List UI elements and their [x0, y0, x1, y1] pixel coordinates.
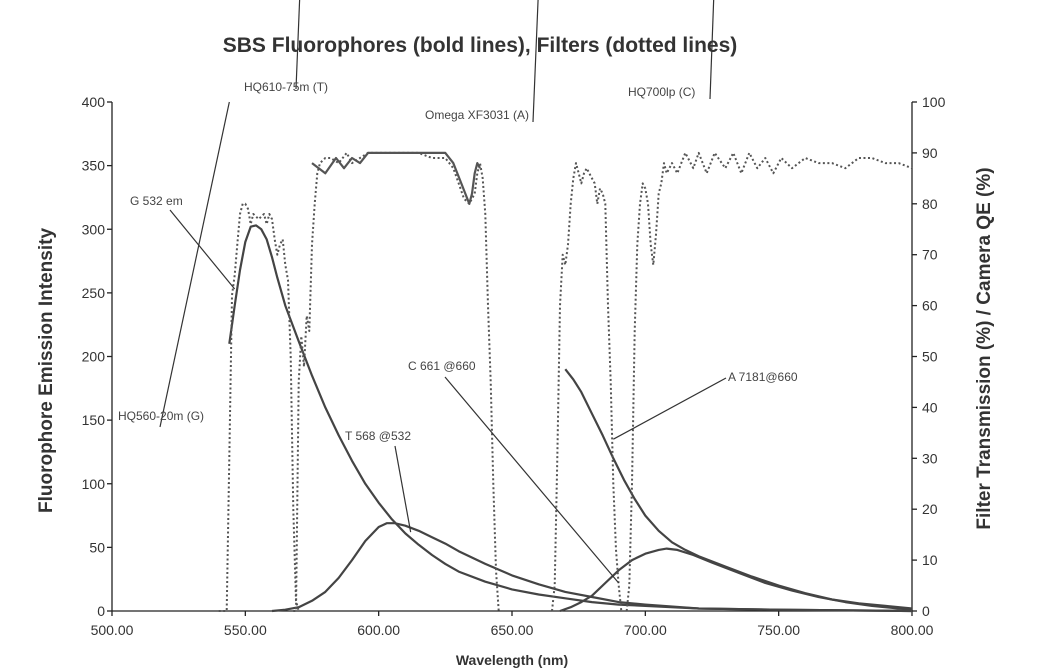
annotation-label: A 7181@660 [728, 370, 798, 384]
y2-tick-label: 100 [922, 94, 946, 110]
annotation-leader [532, 0, 539, 123]
axes [111, 102, 913, 612]
x-tick-label: 750.00 [757, 622, 800, 638]
y-tick-label: 250 [82, 285, 106, 301]
chart-title: SBS Fluorophores (bold lines), Filters (… [223, 34, 738, 57]
y-tick-label: 350 [82, 158, 106, 174]
y-tick-label: 200 [82, 349, 106, 365]
y2-tick-label: 10 [922, 552, 938, 568]
x-tick-label: 700.00 [624, 622, 667, 638]
y2-tick-label: 90 [922, 145, 938, 161]
annotation-label: HQ700lp (C) [628, 85, 695, 99]
y2-tick-label: 0 [922, 603, 930, 619]
y-tick-label: 400 [82, 94, 106, 110]
annotation-leader [394, 445, 412, 533]
series-omega-xf3031-a [551, 162, 623, 612]
annotation-label: HQ610-75m (T) [244, 80, 328, 94]
series-g-532-em [228, 224, 913, 613]
y2-tick-label: 70 [922, 247, 938, 263]
y2-tick-label: 60 [922, 298, 938, 314]
plot-area [218, 151, 913, 613]
y2-axis-title: Filter Transmission (%) / Camera QE (%) [974, 167, 995, 529]
y2-tick-label: 80 [922, 196, 938, 212]
y2-tick-label: 30 [922, 450, 938, 466]
annotation-label: G 532 em [130, 194, 183, 208]
annotation-leader [169, 209, 236, 290]
y-axis-title: Fluorophore Emission Intensity [36, 228, 57, 513]
series-camera-qe [311, 151, 481, 205]
x-tick-label: 600.00 [357, 622, 400, 638]
annotation-label: C 661 @660 [408, 359, 476, 373]
y-tick-label: 150 [82, 412, 106, 428]
y2-tick-label: 50 [922, 349, 938, 365]
annotation-leader [444, 376, 620, 584]
series-t-568-532 [271, 522, 913, 613]
series-a-7181-660 [564, 368, 913, 610]
annotation-label: Omega XF3031 (A) [425, 108, 529, 122]
y2-tick-label: 20 [922, 501, 938, 517]
series-hq610-75m-t [293, 151, 500, 612]
annotation-leader [159, 101, 230, 428]
x-axis-title: Wavelength (nm) [456, 652, 568, 668]
series-hq560-20m-g [218, 202, 300, 612]
y-tick-label: 300 [82, 221, 106, 237]
annotations: HQ610-75m (T) Omega XF3031 (A) HQ700lp (C)… [118, 0, 798, 584]
ticks: 500.00 550.00 600.00 650.00 700.00 750.00 800.… [82, 94, 946, 638]
x-tick-label: 550.00 [224, 622, 267, 638]
annotation-leader [613, 377, 727, 440]
y-tick-label: 100 [82, 476, 106, 492]
x-tick-label: 500.00 [91, 622, 134, 638]
annotation-label: T 568 @532 [345, 429, 411, 443]
x-tick-label: 650.00 [491, 622, 534, 638]
annotation-label: HQ560-20m (G) [118, 409, 204, 423]
x-tick-label: 800.00 [891, 622, 934, 638]
series-hq700lp-c [625, 151, 913, 612]
y-tick-label: 50 [89, 539, 105, 555]
y-tick-label: 0 [97, 603, 105, 619]
y2-tick-label: 40 [922, 399, 938, 415]
